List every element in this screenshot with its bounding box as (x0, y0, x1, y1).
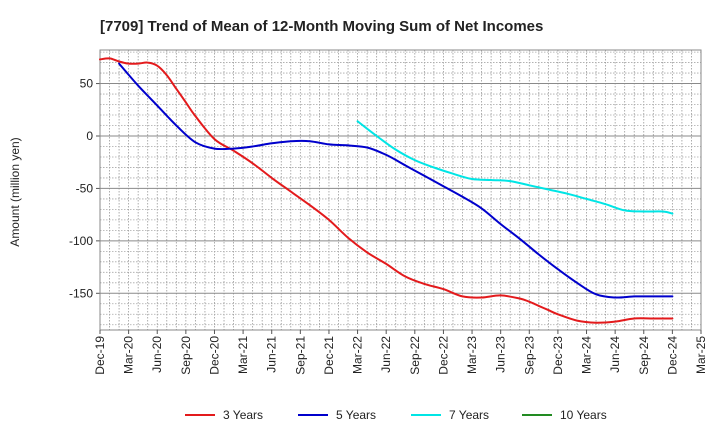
x-tick-label: Sep-21 (293, 336, 307, 375)
x-tick-label: Dec-20 (207, 336, 221, 375)
legend: 3 Years 5 Years 7 Years 10 Years (185, 408, 607, 422)
x-tick-label: Dec-19 (93, 336, 107, 375)
legend-label-7-years: 7 Years (449, 408, 489, 422)
y-tick-label: -100 (69, 234, 93, 248)
y-tick-label: 0 (86, 129, 93, 143)
x-tick-label: Dec-21 (322, 336, 336, 375)
x-tick-label: Mar-22 (351, 336, 365, 374)
y-tick-label: -50 (76, 181, 94, 195)
legend-label-5-years: 5 Years (336, 408, 376, 422)
x-tick-label: Dec-24 (665, 336, 679, 375)
x-tick-label: Mar-20 (122, 336, 136, 374)
x-tick-label: Jun-23 (494, 336, 508, 373)
y-tick-label: -150 (69, 286, 93, 300)
x-tick-label: Jun-21 (265, 336, 279, 373)
x-tick-label: Jun-20 (150, 336, 164, 373)
y-axis-label: Amount (million yen) (8, 137, 22, 246)
plot-background (100, 50, 701, 330)
x-tick-label: Jun-24 (608, 336, 622, 373)
x-tick-label: Dec-22 (436, 336, 450, 375)
x-tick-label: Sep-20 (179, 336, 193, 375)
series-line-5-years (118, 62, 674, 299)
x-tick-label: Sep-22 (408, 336, 422, 375)
legend-label-10-years: 10 Years (560, 408, 607, 422)
x-tick-label: Sep-24 (637, 336, 651, 375)
x-tick-label: Sep-23 (522, 336, 536, 375)
y-tick-label: 50 (80, 77, 94, 91)
plot-border (99, 49, 702, 331)
chart-title: [7709] Trend of Mean of 12-Month Moving … (100, 18, 543, 35)
x-tick-label: Mar-25 (694, 336, 708, 374)
series-line-3-years (99, 57, 674, 324)
x-tick-label: Mar-23 (465, 336, 479, 374)
x-tick-label: Jun-22 (379, 336, 393, 373)
x-tick-label: Dec-23 (551, 336, 565, 375)
series-line-7-years (356, 120, 674, 215)
x-tick-label: Mar-21 (236, 336, 250, 374)
legend-label-3-years: 3 Years (223, 408, 263, 422)
plot-area: 50 0 -50 -100 -150 Dec-19 Mar-20 Jun-20 Sep-20 De… (69, 49, 708, 375)
x-tick-label: Mar-24 (580, 336, 594, 374)
